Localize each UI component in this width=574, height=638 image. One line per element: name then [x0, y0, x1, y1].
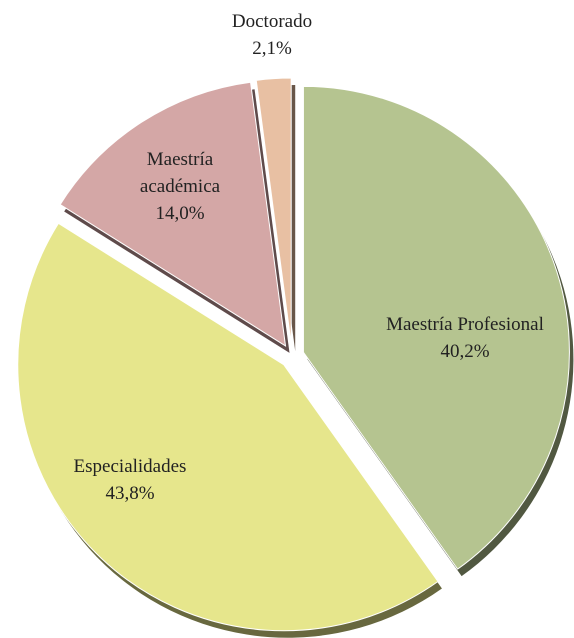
slice	[302, 85, 570, 570]
slice	[17, 222, 439, 632]
slice-label: Especialidades	[73, 456, 187, 477]
slice-value-label: 40,2%	[440, 341, 490, 362]
slice-value-label: 43,8%	[105, 483, 155, 504]
slice-label: Doctorado	[231, 11, 313, 32]
slice-value-label: 2,1%	[252, 38, 292, 59]
slice	[59, 81, 287, 347]
slice-label: Maestría Profesional	[386, 314, 544, 335]
slice	[255, 77, 292, 345]
slice-label: Maestría académica	[139, 149, 221, 197]
slice-value-label: 14,0%	[155, 203, 205, 224]
